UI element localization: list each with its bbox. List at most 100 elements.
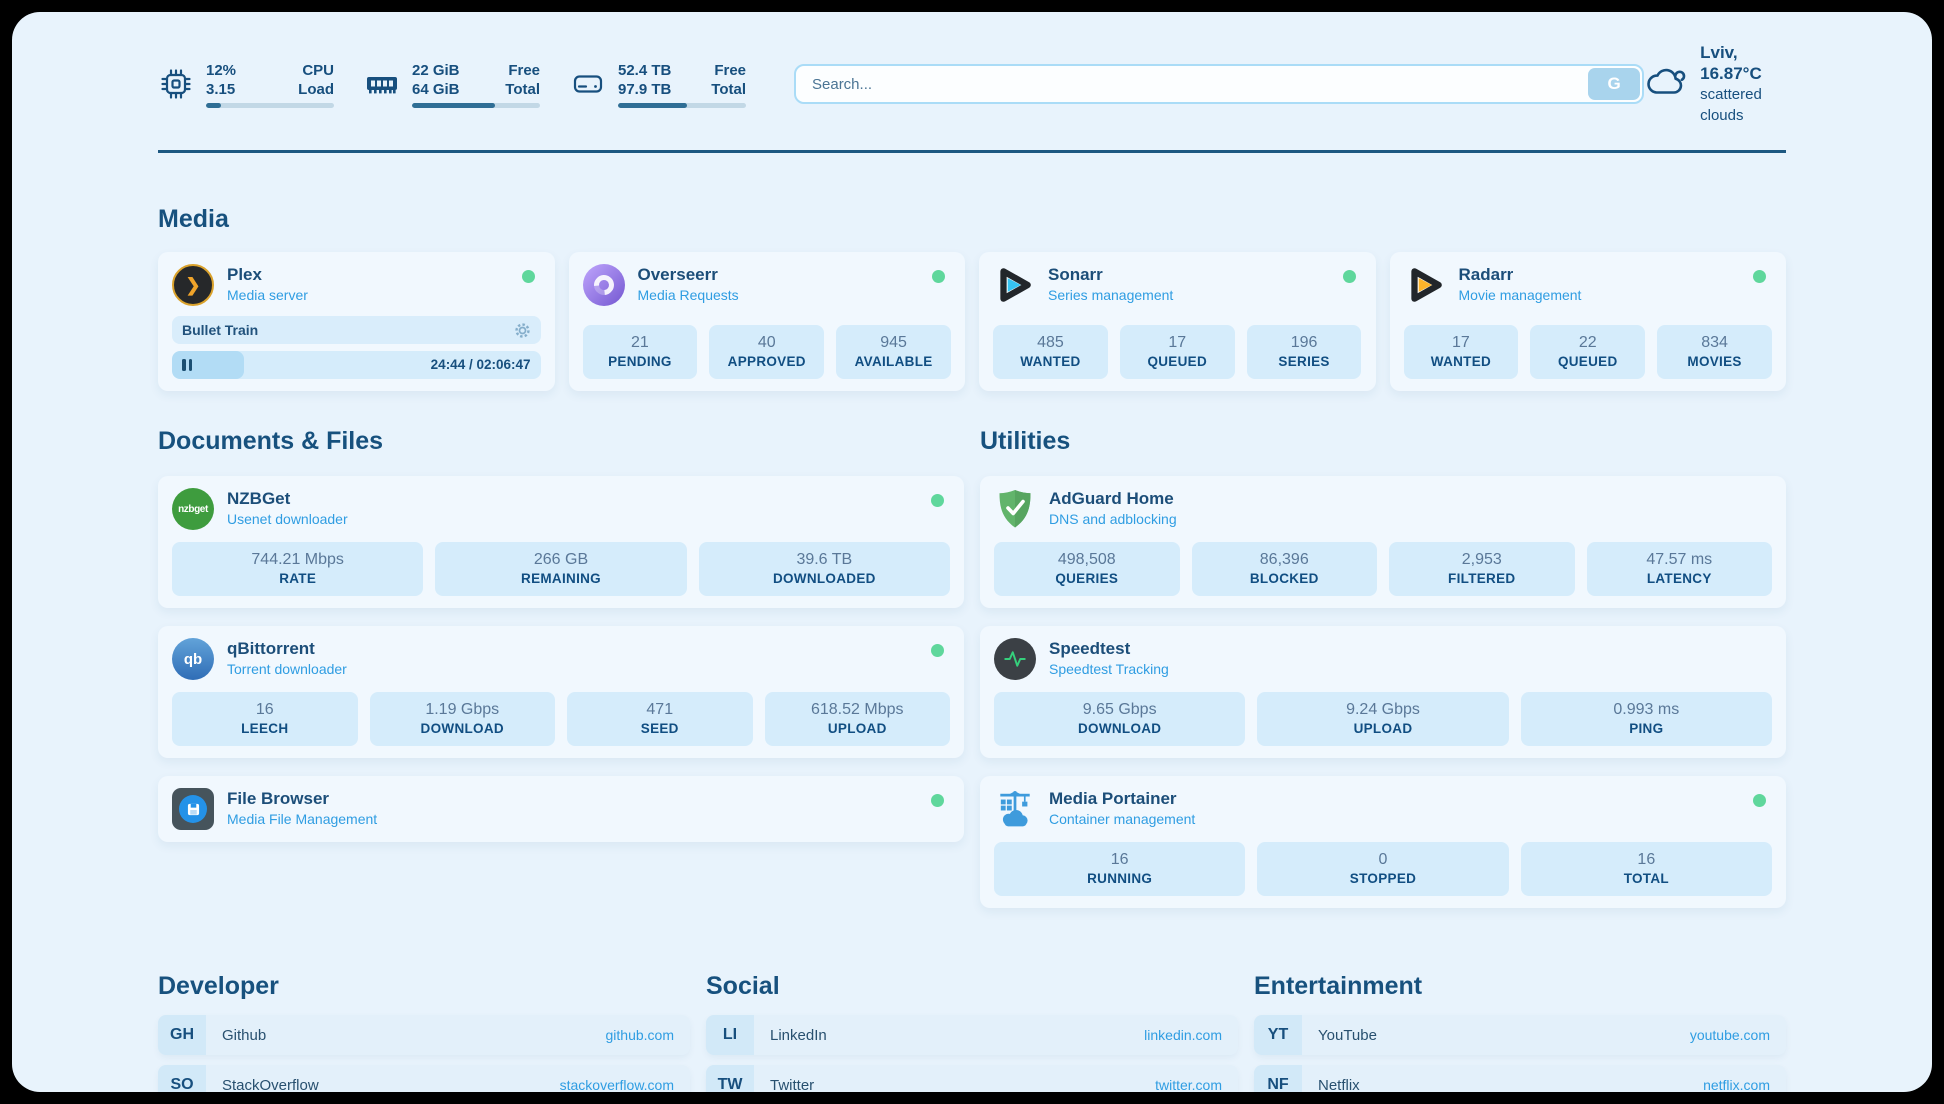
app-name: Media Portainer: [1049, 789, 1177, 808]
stat-box: 9.65 Gbps DOWNLOAD: [994, 692, 1246, 746]
link-name: StackOverflow: [222, 1076, 319, 1093]
stat-box: 22 QUEUED: [1530, 325, 1646, 379]
disk-free-value: 52.4 TB: [618, 61, 672, 79]
stat-box: 16 RUNNING: [994, 842, 1246, 896]
app-card-sonarr[interactable]: Sonarr Series management 485 WANTED 17 Q…: [979, 252, 1376, 391]
link-tag: YT: [1254, 1015, 1302, 1055]
app-subtitle: Media Requests: [637, 287, 739, 303]
stat-box: 86,396 BLOCKED: [1191, 542, 1377, 596]
playback-time: 24:44 / 02:06:47: [430, 357, 531, 372]
portainer-icon: [994, 788, 1036, 830]
cpu-usage-label: CPU: [302, 61, 334, 79]
link-url: youtube.com: [1689, 1027, 1770, 1043]
app-card-filebrowser[interactable]: File Browser Media File Management: [158, 776, 964, 842]
weather-condition: scattered clouds: [1700, 86, 1762, 124]
cpu-icon: [158, 66, 194, 102]
stat-value: 266 GB: [533, 551, 589, 568]
stat-label: QUEUED: [1147, 354, 1208, 369]
stat-value: 498,508: [1057, 551, 1116, 568]
stat-value: 471: [646, 701, 674, 718]
stat-box: 485 WANTED: [993, 325, 1108, 379]
stat-value: 834: [1701, 334, 1728, 351]
stat-label: AVAILABLE: [854, 354, 933, 369]
stat-value: 39.6 TB: [796, 551, 853, 568]
link-youtube[interactable]: YT YouTube youtube.com: [1254, 1015, 1786, 1055]
stat-label: DOWNLOAD: [420, 721, 504, 736]
app-subtitle: Movie management: [1458, 287, 1582, 303]
app-card-plex[interactable]: ❯ Plex Media server Bullet Train: [158, 252, 555, 391]
stat-value: 9.24 Gbps: [1346, 701, 1420, 718]
status-dot: [1753, 270, 1766, 283]
stat-value: 47.57 ms: [1646, 551, 1713, 568]
dashboard-panel: 12% 3.15 CPU Load: [12, 12, 1932, 1092]
link-linkedin[interactable]: LI LinkedIn linkedin.com: [706, 1015, 1238, 1055]
disk-total-label: Total: [711, 80, 746, 98]
link-tag: NF: [1254, 1065, 1302, 1092]
app-card-qbittorrent[interactable]: qb qBittorrent Torrent downloader 16 LEE…: [158, 626, 964, 758]
ram-free-label: Free: [508, 61, 540, 79]
status-dot: [1753, 794, 1766, 807]
stat-box: 17 QUEUED: [1119, 325, 1235, 379]
app-card-radarr[interactable]: Radarr Movie management 17 WANTED 22 QUE…: [1389, 252, 1786, 391]
playback-progress-bar: 24:44 / 02:06:47: [172, 351, 541, 379]
system-stats: 12% 3.15 CPU Load: [158, 61, 746, 108]
app-card-adguard[interactable]: AdGuard Home DNS and adblocking 498,508 …: [980, 476, 1786, 608]
qbittorrent-icon: qb: [172, 638, 214, 680]
stat-label: FILTERED: [1448, 571, 1516, 586]
app-card-portainer[interactable]: Media Portainer Container management 16 …: [980, 776, 1786, 908]
stat-label: RUNNING: [1087, 871, 1153, 886]
stat-label: WANTED: [1020, 354, 1081, 369]
stat-label: APPROVED: [727, 354, 806, 369]
search-input[interactable]: [794, 64, 1645, 104]
stat-value: 17: [1168, 334, 1187, 351]
stat-box: 40 APPROVED: [709, 325, 825, 379]
link-name: Twitter: [770, 1076, 815, 1093]
search-engine-button[interactable]: G: [1588, 68, 1641, 100]
stat-value: 22: [1578, 334, 1597, 351]
pause-icon: [182, 359, 192, 371]
stat-box: 0 STOPPED: [1257, 842, 1509, 896]
nzbget-icon: nzbget: [172, 488, 214, 530]
cpu-stat: 12% 3.15 CPU Load: [158, 61, 334, 108]
stat-box: 47.57 ms LATENCY: [1586, 542, 1772, 596]
stat-label: STOPPED: [1349, 871, 1417, 886]
link-stackoverflow[interactable]: SO StackOverflow stackoverflow.com: [158, 1065, 690, 1092]
stat-box: 945 AVAILABLE: [836, 325, 951, 379]
stat-label: UPLOAD: [827, 721, 887, 736]
section-title-developer: Developer: [158, 972, 279, 1000]
app-card-speedtest[interactable]: Speedtest Speedtest Tracking 9.65 Gbps D…: [980, 626, 1786, 758]
now-playing-title: Bullet Train: [182, 322, 259, 338]
stat-value: 0.993 ms: [1613, 701, 1680, 718]
app-card-overseerr[interactable]: Overseerr Media Requests 21 PENDING 40 A…: [568, 252, 965, 391]
stat-label: WANTED: [1430, 354, 1492, 369]
app-name: NZBGet: [227, 489, 291, 508]
link-name: YouTube: [1318, 1026, 1377, 1044]
status-dot: [931, 794, 944, 807]
link-tag: TW: [706, 1065, 754, 1092]
stat-box: 1.19 Gbps DOWNLOAD: [369, 692, 555, 746]
filebrowser-icon: [172, 788, 214, 830]
stat-value: 16: [1637, 851, 1656, 868]
section-title-media: Media: [158, 205, 229, 233]
stat-label: SEED: [640, 721, 679, 736]
link-twitter[interactable]: TW Twitter twitter.com: [706, 1065, 1238, 1092]
disk-progress-bar: [618, 102, 746, 108]
link-netflix[interactable]: NF Netflix netflix.com: [1254, 1065, 1786, 1092]
link-name: LinkedIn: [770, 1026, 827, 1044]
disk-total-value: 97.9 TB: [618, 80, 672, 98]
stat-value: 618.52 Mbps: [810, 701, 904, 718]
stat-box: 618.52 Mbps UPLOAD: [764, 692, 950, 746]
stat-label: QUEUED: [1557, 354, 1618, 369]
ram-icon: [364, 66, 400, 102]
cpu-usage-value: 12%: [206, 61, 237, 79]
link-tag: LI: [706, 1015, 754, 1055]
section-title-documents: Documents & Files: [158, 427, 384, 455]
gear-icon[interactable]: [514, 322, 531, 339]
app-card-nzbget[interactable]: nzbget NZBGet Usenet downloader 744.21 M…: [158, 476, 964, 608]
link-github[interactable]: GH Github github.com: [158, 1015, 690, 1055]
now-playing-row: Bullet Train: [172, 316, 541, 344]
app-subtitle: Media server: [227, 287, 308, 303]
stat-label: LATENCY: [1646, 571, 1712, 586]
stat-value: 1.19 Gbps: [425, 701, 500, 718]
stat-label: MOVIES: [1687, 354, 1742, 369]
